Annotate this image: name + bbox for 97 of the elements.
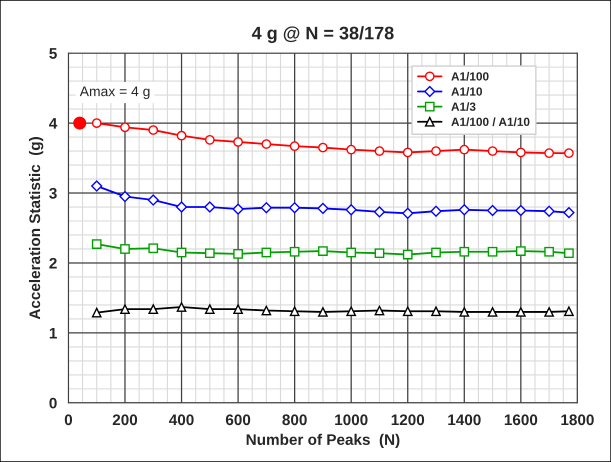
point (290, 306, 300, 316)
point (91, 180, 102, 192)
point (233, 137, 243, 147)
point (486, 204, 498, 216)
point (233, 304, 243, 314)
x-tick-label: 1800 (561, 414, 594, 426)
y-tick-label: 5 (49, 48, 57, 59)
point (260, 202, 272, 214)
y-tick-label: 4 (49, 118, 58, 129)
x-tick-label: 200 (112, 414, 138, 426)
point (176, 302, 186, 312)
x-tick-label: 1000 (335, 414, 368, 426)
x-tick-label: 1200 (392, 414, 424, 426)
point (176, 248, 186, 258)
point (544, 307, 554, 317)
point (204, 304, 215, 314)
x-tick-label: 1400 (448, 414, 481, 426)
point (402, 208, 414, 219)
x-axis-title: Number of Peaks (N) (246, 434, 400, 448)
point (92, 118, 102, 128)
point (374, 206, 386, 218)
point (289, 202, 300, 214)
point (459, 307, 470, 317)
point (120, 304, 130, 314)
legend-label: A1/3 (451, 102, 476, 111)
point (402, 148, 413, 158)
point (431, 306, 441, 316)
point (431, 146, 441, 156)
point (148, 125, 158, 135)
y-tick-label: 1 (50, 328, 57, 338)
legend-label: A1/100 (451, 72, 489, 81)
point (402, 306, 413, 316)
point (564, 306, 574, 316)
point (318, 246, 328, 256)
point (73, 116, 86, 130)
point (564, 148, 574, 158)
point (148, 194, 159, 206)
point (318, 142, 328, 152)
point (374, 248, 384, 258)
point (544, 148, 554, 158)
point (346, 144, 356, 155)
point (346, 204, 357, 216)
y-tick-label: 2 (49, 258, 57, 269)
chart-title: 4 g @ N = 38/178 (252, 26, 394, 44)
point (262, 306, 272, 316)
point (176, 130, 186, 141)
point (544, 206, 555, 217)
point (262, 248, 272, 258)
point (204, 201, 216, 213)
point (290, 246, 300, 257)
point (233, 249, 243, 259)
x-tick-label: 400 (169, 414, 194, 426)
point (318, 307, 328, 317)
point (515, 204, 526, 216)
point (488, 307, 498, 317)
point (516, 307, 526, 317)
point (290, 141, 300, 152)
point (119, 190, 131, 202)
point (232, 204, 244, 215)
point (374, 306, 384, 316)
point (431, 248, 441, 258)
x-tick-label: 1600 (504, 414, 538, 426)
x-tick-label: 600 (226, 414, 250, 426)
y-axis-title: Acceleration Statistic (g) (28, 137, 44, 320)
x-tick-label: 800 (282, 414, 307, 426)
point (120, 122, 130, 132)
point (564, 248, 574, 258)
y-tick-label: 0 (49, 398, 57, 409)
point (459, 144, 470, 155)
legend-label: A1/100 / A1/10 (451, 117, 530, 126)
point (148, 243, 158, 254)
point (120, 244, 130, 254)
point (430, 206, 442, 217)
point (262, 139, 272, 149)
annotation: Amax = 4 g (80, 86, 150, 99)
point (488, 246, 498, 257)
y-tick-label: 3 (49, 188, 57, 199)
point (458, 204, 470, 216)
point (516, 246, 526, 256)
point (92, 308, 102, 318)
point (204, 248, 215, 258)
legend-label: A1/10 (451, 87, 482, 96)
point (459, 246, 470, 257)
x-tick-label: 0 (64, 414, 72, 426)
point (544, 246, 554, 257)
point (204, 135, 215, 145)
point (148, 304, 158, 314)
point (402, 250, 413, 260)
point (92, 239, 102, 249)
point (317, 202, 329, 214)
point (346, 248, 356, 258)
point (563, 207, 575, 218)
point (516, 148, 526, 158)
point (488, 146, 498, 156)
point (374, 146, 384, 156)
point (176, 201, 188, 213)
point (346, 306, 356, 316)
